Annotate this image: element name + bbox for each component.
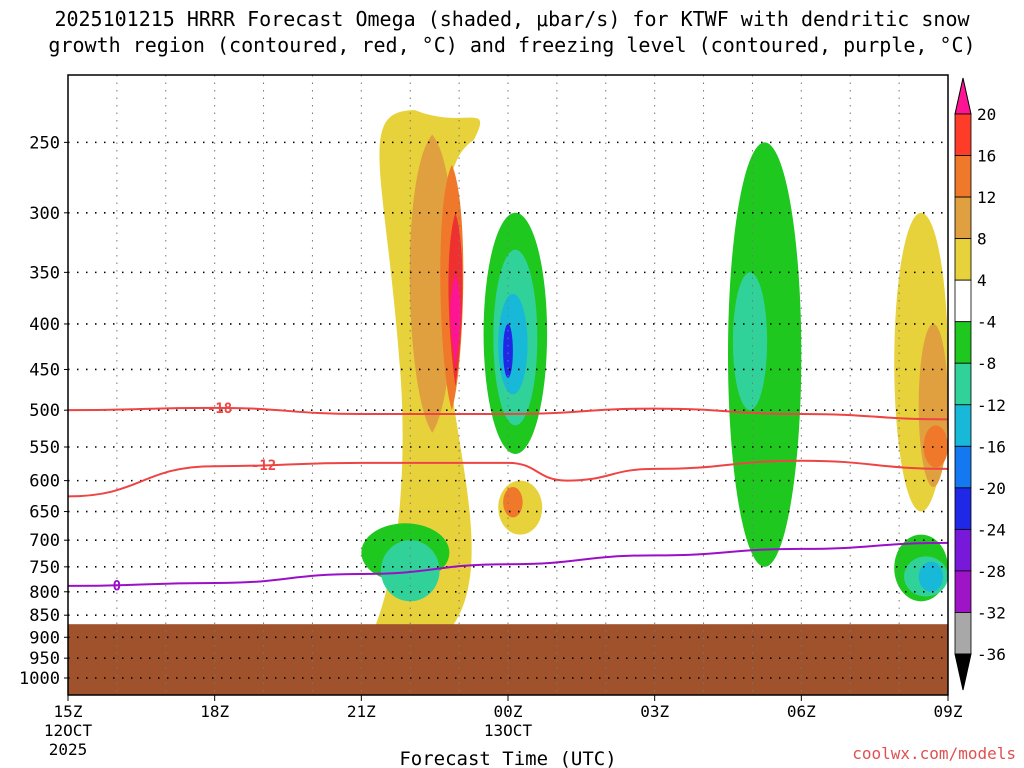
y-tick-label: 350 xyxy=(29,263,60,283)
colorbar-label: 16 xyxy=(977,147,996,166)
omega-region-8 xyxy=(503,323,513,378)
contour-freezing_level_0C xyxy=(67,541,949,587)
colorbar-bin xyxy=(954,279,972,323)
y-tick-label: 650 xyxy=(29,503,60,523)
x-tick-sublabel: 12OCT xyxy=(44,721,93,740)
y-tick-label: 250 xyxy=(29,133,60,153)
y-tick-label: 700 xyxy=(29,531,60,551)
y-tick-label: 550 xyxy=(29,438,60,458)
colorbar-label: -4 xyxy=(977,313,996,332)
colorbar-label: 4 xyxy=(977,271,987,290)
contour-label-dgz_-12C: -12 xyxy=(251,458,276,474)
y-tick-label: 750 xyxy=(29,558,60,578)
x-tick-label: 15Z xyxy=(54,702,83,721)
colorbar-bin xyxy=(954,445,972,489)
x-tick-label: 00Z xyxy=(494,702,523,721)
colorbar-bin xyxy=(954,487,972,530)
colorbar-label: -12 xyxy=(977,396,1006,415)
colorbar-bottom-arrow xyxy=(954,653,972,691)
x-tick-label: 09Z xyxy=(934,702,963,721)
colorbar-bin xyxy=(954,612,972,655)
contour-dgz_-18C xyxy=(67,406,949,421)
y-tick-label: 400 xyxy=(29,315,60,335)
x-tick-sublabel: 13OCT xyxy=(484,721,533,740)
x-tick-label: 18Z xyxy=(200,702,229,721)
colorbar-label: -32 xyxy=(977,603,1006,622)
contour-dgz_-12C xyxy=(67,459,949,498)
omega-region-18 xyxy=(918,561,944,592)
x-tick-label: 03Z xyxy=(640,702,669,721)
contour-label-dgz_-18C: -18 xyxy=(207,401,232,417)
contour-layer: -18 -12 0 xyxy=(67,401,949,594)
omega-region-15 xyxy=(923,425,948,468)
contour-label-freezing_level_0C: 0 xyxy=(113,578,121,594)
x-axis-label: Forecast Time (UTC) xyxy=(399,748,616,768)
colorbar-label: -24 xyxy=(977,520,1006,539)
colorbar-bin xyxy=(954,196,972,240)
omega-region-20 xyxy=(503,487,523,518)
colorbar-label: -16 xyxy=(977,437,1006,456)
y-tick-label: 600 xyxy=(29,472,60,492)
omega-region-7 xyxy=(498,293,528,395)
colorbar-label: 8 xyxy=(977,230,987,249)
colorbar-bin xyxy=(954,570,972,613)
omega-shading-layer xyxy=(361,110,948,632)
colorbar-top-arrow xyxy=(954,77,972,115)
colorbar-label: -8 xyxy=(977,354,996,373)
colorbar-bin xyxy=(954,404,972,447)
colorbar-bin xyxy=(954,113,972,156)
credit-text: coolwx.com/models xyxy=(852,744,1016,763)
y-tick-label: 450 xyxy=(29,360,60,380)
x-tick-label: 06Z xyxy=(787,702,816,721)
colorbar-bin xyxy=(954,155,972,198)
colorbar-label: -36 xyxy=(977,645,1006,664)
colorbar-bin xyxy=(954,321,972,364)
omega-region-4 xyxy=(450,272,461,370)
y-tick-label: 500 xyxy=(29,401,60,421)
chart-title: 2025101215 HRRR Forecast Omega (shaded, … xyxy=(0,6,1024,58)
colorbar-label: 20 xyxy=(977,105,996,124)
omega-region-12 xyxy=(732,272,768,411)
colorbar-bin xyxy=(954,238,972,281)
x-tick-sublabel-year: 2025 xyxy=(49,740,88,759)
y-tick-label: 950 xyxy=(29,649,60,669)
colorbar-bin xyxy=(954,528,972,572)
colorbar-label: 12 xyxy=(977,188,996,207)
y-tick-label: 800 xyxy=(29,583,60,603)
colorbar-bin xyxy=(954,362,972,406)
y-tick-label: 1000 xyxy=(19,669,60,689)
y-tick-label: 300 xyxy=(29,204,60,224)
axes-layer: 2503003504004505005506006507007508008509… xyxy=(19,74,963,768)
title-line-1: 2025101215 HRRR Forecast Omega (shaded, … xyxy=(54,7,970,31)
y-tick-label: 850 xyxy=(29,606,60,626)
colorbar-label: -28 xyxy=(977,562,1006,581)
ground-layer xyxy=(68,624,948,695)
colorbar: 20 16 12 8 4 -4 -8 -12 -16 -20 -24 -28 -32 -36 xyxy=(954,77,1006,691)
ground-fill xyxy=(68,624,948,695)
x-tick-label: 21Z xyxy=(347,702,376,721)
colorbar-label: -20 xyxy=(977,479,1006,498)
title-line-2: growth region (contoured, red, °C) and f… xyxy=(48,33,976,57)
y-tick-label: 900 xyxy=(29,628,60,648)
